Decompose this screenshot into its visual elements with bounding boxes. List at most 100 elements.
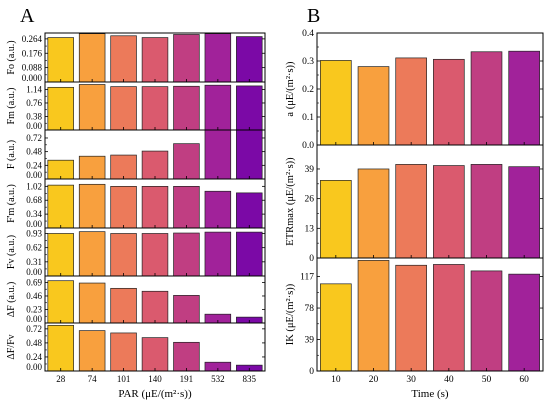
bar [173, 232, 200, 277]
bar [204, 231, 232, 277]
bar [357, 66, 390, 146]
bar [141, 37, 169, 83]
bar [320, 60, 352, 146]
bar [433, 165, 465, 259]
bar [204, 84, 232, 131]
y-tick-label: 0.69 [26, 277, 42, 287]
x-tick-label: 532 [211, 374, 225, 384]
x-tick-label: 74 [88, 374, 98, 384]
y-axis-label: F (a.u.) [6, 140, 17, 169]
bar [204, 33, 232, 83]
y-tick-label: 0.00 [26, 362, 42, 372]
y-tick-label: 1.02 [26, 181, 42, 191]
x-tick-label: 60 [519, 375, 529, 385]
bar [47, 86, 74, 131]
y-tick-label: 0 [309, 254, 314, 264]
y-tick-label: 0.00 [26, 170, 42, 180]
panel-a-label: A [20, 5, 35, 27]
bar [470, 270, 503, 372]
bar [357, 168, 390, 259]
bar [78, 231, 106, 277]
bar [173, 186, 200, 229]
y-axis-label: ΔF/Fv [6, 334, 17, 359]
y-tick-label: 39 [305, 165, 315, 175]
y-axis-label: a (μE/(m²·s)) [285, 61, 296, 117]
bar [110, 233, 137, 277]
bar [173, 85, 200, 131]
y-tick-label: 0.48 [26, 338, 42, 348]
x-tick-label: 191 [180, 374, 194, 384]
y-tick-label: 0.00 [26, 314, 42, 324]
subplot-b-9: 0 13 26 39 ETRmax (μE/(m²·s)) [285, 144, 544, 264]
bar [395, 164, 427, 259]
bar [470, 51, 503, 146]
y-axis-label: IK (μE/(m²·s)) [285, 283, 296, 345]
bar [236, 129, 263, 180]
bar [47, 233, 74, 277]
x-axis-label: Time (s) [411, 388, 449, 400]
y-axis-label: ETRmax (μE/(m²·s)) [285, 157, 296, 246]
subplot-a-6: 0.000.23 0.46 0.69 ΔF (a.u.) [6, 275, 266, 324]
x-tick-label: 10 [331, 375, 341, 385]
x-tick-label: 20 [369, 375, 379, 385]
y-axis-label: Fo (a.u.) [6, 40, 17, 74]
panel-b-label: B [307, 5, 320, 27]
bar [47, 280, 74, 324]
bar [236, 36, 263, 83]
y-tick-label: 0.38 [26, 111, 42, 121]
bar [357, 260, 390, 372]
y-tick-label: 0 [309, 367, 314, 377]
bar [110, 154, 137, 180]
y-axis-label: ΔF (a.u.) [6, 282, 17, 318]
y-tick-label: 0.0 [302, 141, 314, 151]
y-tick-label: 0.68 [26, 195, 42, 205]
x-axis-label: PAR (μE/(m²·s)) [118, 388, 192, 400]
y-tick-label: 0.264 [22, 34, 43, 44]
bar [173, 34, 200, 83]
bar [141, 186, 169, 229]
bar [173, 295, 200, 324]
y-tick-label: 39 [305, 336, 315, 346]
bar [78, 155, 106, 180]
bar [78, 330, 106, 372]
subplot-a-2: 0.000.38 0.76 1.14 Fm (a.u.) [6, 81, 266, 131]
y-tick-label: 0.000 [22, 73, 43, 83]
bar [110, 186, 137, 229]
y-tick-label: 0.23 [26, 304, 42, 314]
bar [236, 192, 263, 229]
x-tick-label: 835 [243, 374, 257, 384]
bar [508, 50, 540, 146]
bar [110, 287, 137, 324]
y-axis-label: Fm (a.u.) [6, 88, 17, 125]
bar [141, 233, 169, 277]
bar [173, 341, 200, 372]
x-tick-label: 40 [444, 375, 454, 385]
bar [173, 143, 200, 180]
y-tick-label: 0.72 [26, 324, 42, 334]
bar [395, 264, 427, 372]
subplot-a-5: 0.000.31 0.62 0.93 Fv (a.u.) [6, 227, 266, 277]
y-axis-label: Fv (a.u.) [6, 235, 17, 269]
y-tick-label: 26 [305, 195, 315, 205]
bar [110, 86, 137, 131]
bar [508, 273, 540, 372]
subplot-a-7: 0.000.24 0.48 0.72 ΔF/Fv 28 74 101 140 191 532 835… [6, 322, 266, 400]
bar [236, 231, 263, 277]
y-tick-label: 1.14 [26, 84, 42, 94]
y-tick-label: 78 [305, 304, 315, 314]
subplot-a-4: 0.000.34 0.68 1.02 F'm (a.u.) [6, 178, 266, 229]
x-tick-label: 50 [482, 375, 492, 385]
y-tick-label: 0.93 [26, 228, 42, 238]
bar [508, 166, 540, 259]
bar [204, 129, 232, 180]
y-tick-label: 0.34 [26, 209, 42, 219]
bar [110, 35, 137, 83]
bar [204, 190, 232, 229]
y-tick-label: 0.4 [302, 29, 314, 39]
bar [78, 282, 106, 324]
subplot-b-10: 0 39 78 117 IK (μE/(m²·s)) 10 20 30 40 50 60 Time (… [285, 257, 544, 400]
y-tick-label: 0.72 [26, 133, 42, 143]
